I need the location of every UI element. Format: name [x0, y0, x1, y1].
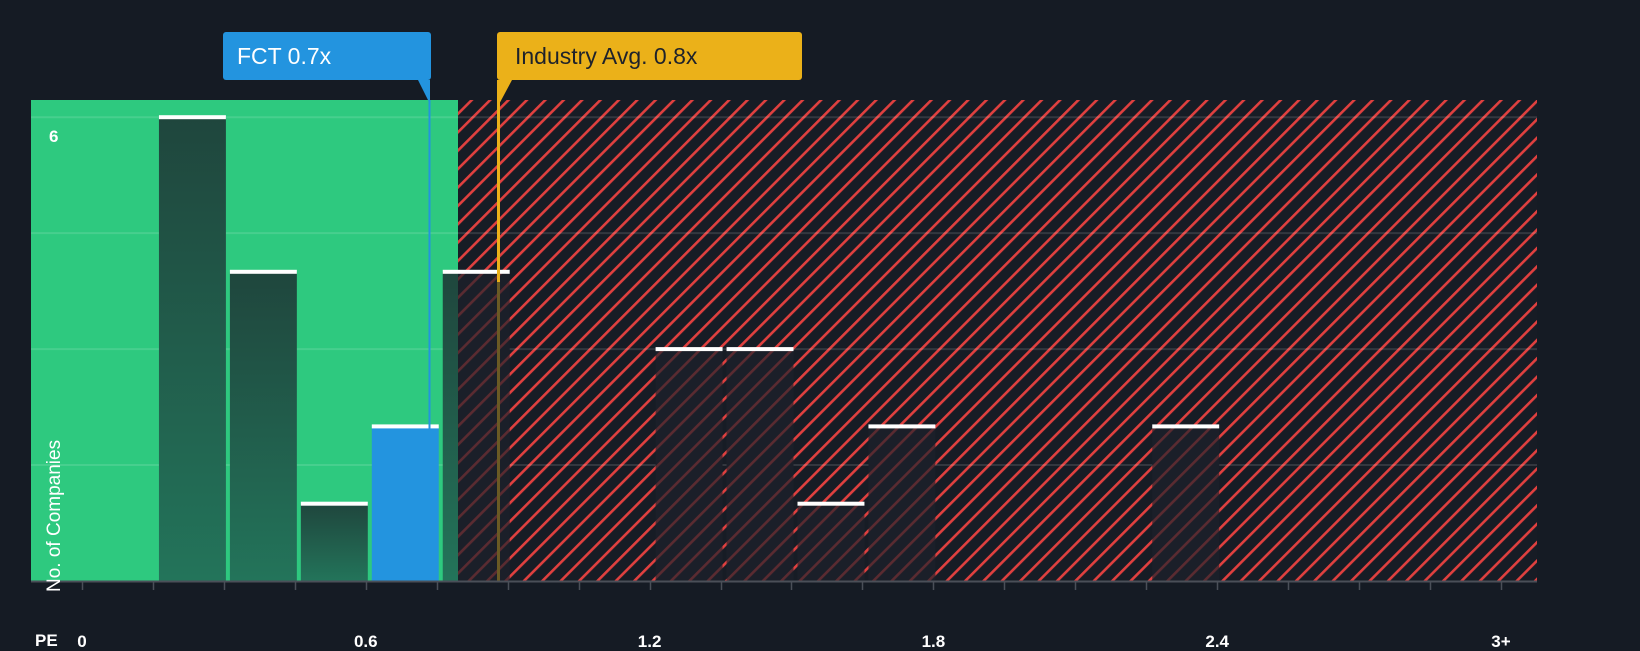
x-axis-title: PE — [35, 631, 58, 650]
fct-value-callout: FCT 0.7x — [223, 32, 431, 80]
x-tick-label: 1.8 — [922, 632, 946, 650]
fct-callout-label: FCT 0.7x — [237, 43, 332, 69]
x-tick-label: 3+ — [1491, 632, 1510, 650]
histogram-bar — [655, 347, 723, 581]
region-overvalued-hatch — [458, 100, 1537, 581]
x-tick-label: 0 — [77, 632, 86, 650]
industry-callout-label: Industry Avg. 0.8x — [515, 43, 698, 69]
x-tick-label: 0.6 — [354, 632, 378, 650]
y-axis-top-tick-label: 6 — [49, 127, 59, 146]
industry-average-callout: Industry Avg. 0.8x — [497, 32, 802, 80]
y-axis-title: No. of Companies — [44, 439, 65, 592]
x-tick-label: 2.4 — [1205, 632, 1229, 650]
industry-marker-line — [497, 80, 512, 581]
x-axis-tick-labels: 0 0.6 1.2 1.8 2.4 3+ — [77, 632, 1510, 650]
histogram-bar — [442, 269, 510, 581]
histogram-bar — [158, 115, 226, 581]
histogram-bar — [868, 424, 936, 581]
histogram-bar — [229, 269, 297, 581]
x-axis-ticks — [81, 582, 1503, 590]
histogram-bars — [158, 115, 1220, 581]
fct-marker-line — [418, 80, 431, 446]
histogram-bar — [726, 347, 794, 581]
histogram-bar — [797, 501, 865, 581]
x-tick-label: 1.2 — [638, 632, 662, 650]
histogram-bar-fct — [371, 424, 439, 581]
histogram-bar — [1152, 424, 1220, 581]
histogram-bar — [300, 501, 368, 581]
